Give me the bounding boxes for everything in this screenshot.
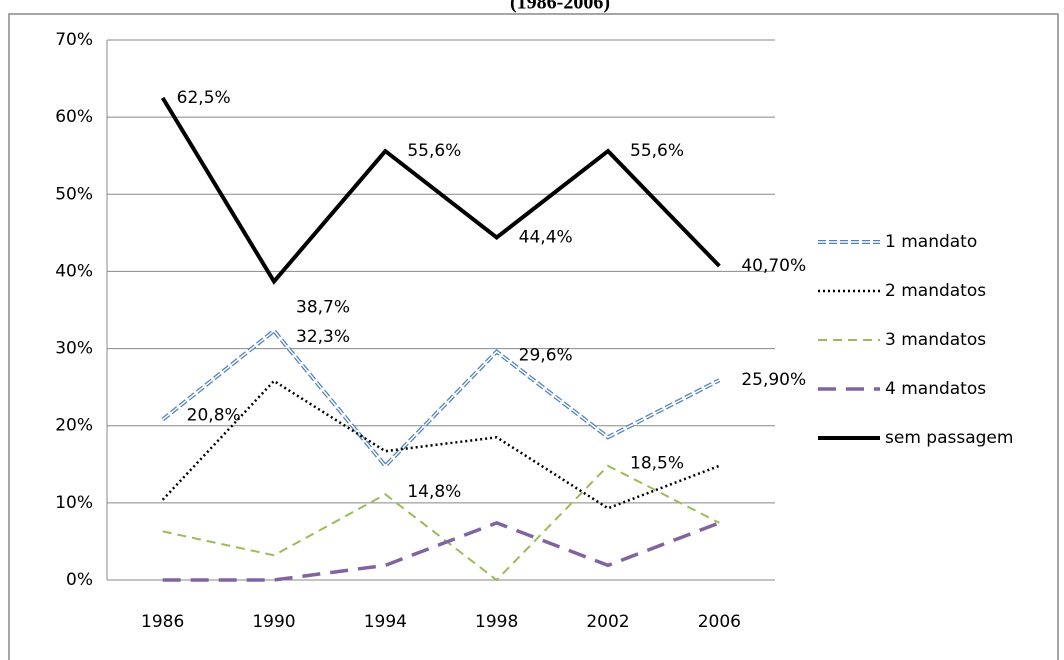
data-label: 25,90% [741, 370, 806, 390]
series-line [160, 96, 721, 285]
x-tick-label: 1990 [252, 612, 295, 632]
y-tick-label: 20% [55, 416, 93, 436]
x-tick-label: 1994 [364, 612, 407, 632]
legend-label: 4 mandatos [885, 379, 986, 399]
y-tick-label: 10% [55, 493, 93, 513]
data-label: 62,5% [177, 88, 231, 108]
data-label: 55,6% [407, 141, 461, 161]
x-tick-label: 1986 [141, 612, 184, 632]
x-tick-label: 2002 [586, 612, 629, 632]
legend-label: 3 mandatos [885, 330, 986, 350]
y-tick-label: 60% [55, 107, 93, 127]
legend-label: sem passagem [885, 428, 1013, 448]
chart-frame [8, 13, 1059, 660]
series-line [162, 521, 720, 582]
legend-label: 2 mandatos [885, 281, 986, 301]
y-tick-label: 0% [66, 570, 93, 590]
data-label: 14,8% [407, 482, 461, 502]
chart-title: (1986-2006) [510, 0, 610, 14]
x-tick-label: 2006 [698, 612, 741, 632]
data-label: 44,4% [519, 227, 573, 247]
y-tick-label: 30% [55, 339, 93, 359]
y-tick-label: 70% [55, 30, 93, 50]
series-line [161, 379, 720, 510]
y-tick-label: 40% [55, 261, 93, 281]
series-line-outline [161, 328, 721, 469]
data-label: 29,6% [519, 346, 573, 366]
y-tick-label: 50% [55, 184, 93, 204]
series-line [162, 329, 720, 467]
data-label: 18,5% [630, 453, 684, 473]
data-label: 40,70% [741, 256, 806, 276]
data-label: 38,7% [296, 297, 350, 317]
legend-label: 1 mandato [885, 232, 977, 252]
series-line [162, 464, 720, 582]
data-label: 20,8% [187, 406, 241, 426]
x-tick-label: 1998 [475, 612, 518, 632]
data-label: 55,6% [630, 141, 684, 161]
data-label: 32,3% [296, 327, 350, 347]
